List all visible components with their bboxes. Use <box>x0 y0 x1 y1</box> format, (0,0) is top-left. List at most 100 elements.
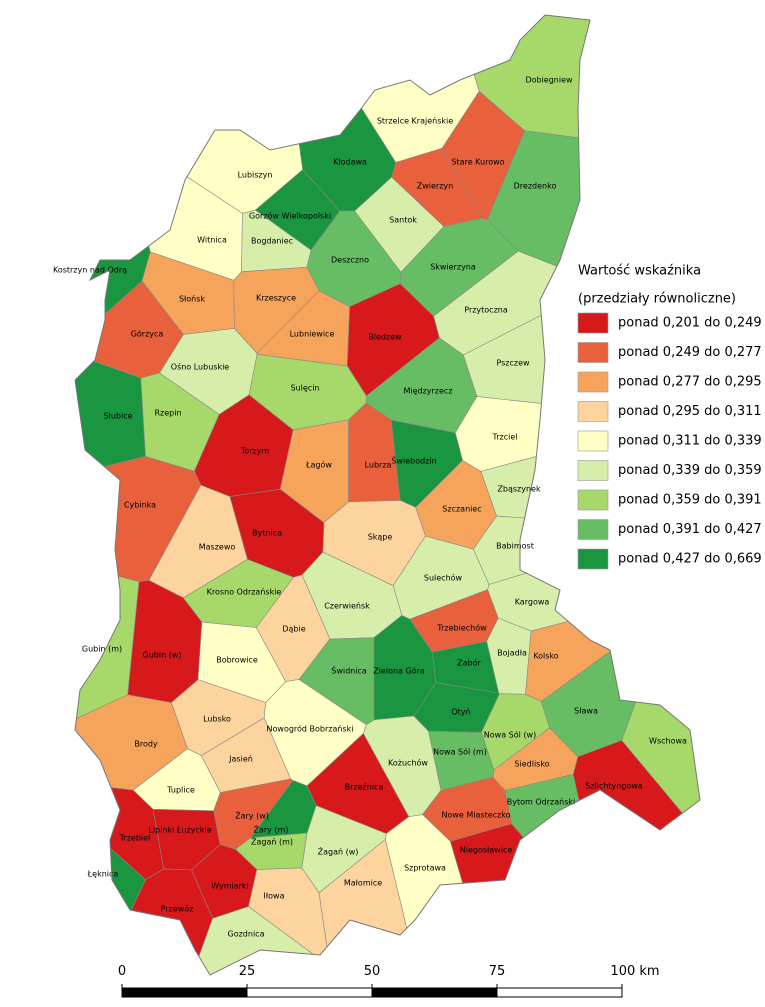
legend-swatch <box>577 312 609 334</box>
legend-swatch <box>577 460 609 481</box>
region-label: Przytoczna <box>464 306 508 315</box>
legend-subtitle: (przedziały równoliczne) <box>578 292 736 307</box>
region-label: Nowe Miasteczko <box>442 811 511 820</box>
legend-label: ponad 0,391 do 0,427 <box>618 522 762 537</box>
region-label: Trzebiechów <box>436 623 487 633</box>
region-label: Witnica <box>197 236 227 245</box>
region-label: Krosno Odrzańskie <box>207 588 282 597</box>
legend: ponad 0,201 do 0,249 ponad 0,249 do 0,277… <box>577 312 762 570</box>
region-label: Bytom Odrzański <box>507 798 575 807</box>
region-label: Lipinki Łużyckie <box>148 826 211 835</box>
region-label: Przewóz <box>161 904 194 914</box>
region-label: Lubniewice <box>290 330 335 339</box>
region <box>621 513 700 914</box>
region-label: Krzeszyce <box>256 294 296 303</box>
region-label: Zwierzyn <box>417 182 453 191</box>
legend-label: ponad 0,201 do 0,249 <box>618 316 762 331</box>
legend-title: Wartość wskaźnika <box>578 264 701 279</box>
legend-swatch <box>577 548 609 570</box>
legend-label: ponad 0,359 do 0,391 <box>618 493 762 508</box>
region-label: Szlichtyngowa <box>585 782 643 791</box>
legend-swatch <box>577 489 609 511</box>
legend-swatch <box>577 371 609 393</box>
region-label: Międzyrzecz <box>403 387 452 396</box>
region <box>75 694 188 791</box>
scale-segment <box>246 987 373 998</box>
region-label: Pszczew <box>496 359 530 368</box>
region-label: Łagów <box>305 460 332 470</box>
scale-segment <box>121 987 248 998</box>
region-label: Drezdenko <box>514 182 557 191</box>
region-label: Słońsk <box>179 295 205 304</box>
region-label: Świebodzin <box>391 455 436 466</box>
legend-label: ponad 0,427 do 0,669 <box>618 552 762 567</box>
region-label: Kostrzyn nad Odrą <box>53 266 127 275</box>
region-label: Siedlisko <box>514 760 549 769</box>
region-label: Nowogród Bobrzański <box>267 724 354 734</box>
region-label: Sulechów <box>424 573 463 583</box>
legend-swatch <box>577 430 609 452</box>
region-label: Zielona Góra <box>373 666 425 676</box>
region-label: Babimost <box>496 542 534 551</box>
region-label: Bojadła <box>497 649 527 658</box>
region-label: Małomice <box>344 879 382 888</box>
region-label: Santok <box>389 216 417 225</box>
region-label: Bytnica <box>252 529 282 538</box>
region <box>75 15 303 214</box>
region-label: Szczaniec <box>442 505 481 514</box>
scale-label: 0 <box>118 964 126 979</box>
region-label: Kolsko <box>533 652 558 661</box>
region-labels: Dobiegniew Strzelce Krajeńskie Kłodawa Star… <box>53 76 687 939</box>
region-label: Żary (m) <box>254 825 289 835</box>
region-label: Gorzów Wielkopolski <box>249 211 331 221</box>
region-label: Lubrza <box>365 461 392 470</box>
scale-label: 100 km <box>610 964 659 979</box>
region-label: Nowa Sól (w) <box>484 730 536 740</box>
region-label: Zabór <box>457 658 481 668</box>
region-label: Sulęcin <box>291 384 320 393</box>
region-label: Tuplice <box>166 786 195 795</box>
region-label: Niegosławice <box>460 846 513 855</box>
region-label: Strzelce Krajeńskie <box>377 117 453 126</box>
region-label: Jasień <box>228 755 253 764</box>
legend-swatch <box>577 342 609 363</box>
region-label: Wschowa <box>649 737 687 746</box>
legend-swatch <box>577 401 609 422</box>
region-label: Lubiszyn <box>238 171 273 180</box>
legend-swatch <box>577 519 609 540</box>
region-label: Żary (w) <box>235 811 269 821</box>
region-label: Czerwieńsk <box>324 602 370 611</box>
region-label: Bledzew <box>368 333 402 342</box>
scale-bar: 0 25 50 75 100 km <box>118 964 660 998</box>
region-label: Cybinka <box>124 501 156 510</box>
region-label: Nowa Sól (m) <box>433 747 487 757</box>
legend-label: ponad 0,339 do 0,359 <box>618 463 762 478</box>
region-label: Górzyca <box>131 329 164 339</box>
region-label: Trzciel <box>492 433 518 442</box>
region-label: Szprotawa <box>404 864 446 873</box>
scale-label: 25 <box>239 964 256 979</box>
region-label: Dąbie <box>282 625 305 634</box>
region-label: Żagań (w) <box>318 847 359 857</box>
region <box>84 868 213 975</box>
scale-label: 50 <box>364 964 381 979</box>
region-label: Skwierzyna <box>430 263 476 272</box>
region-label: Dobiegniew <box>525 76 573 85</box>
legend-label: ponad 0,311 do 0,339 <box>618 434 762 449</box>
region-label: Lubsko <box>203 715 231 724</box>
scale-segment <box>496 987 623 998</box>
scale-label: 75 <box>489 964 506 979</box>
region-label: Maszewo <box>199 543 236 552</box>
region-label: Wymiarki <box>211 882 249 891</box>
region-label: Kożuchów <box>388 758 428 768</box>
region-label: Deszczno <box>331 256 369 265</box>
region-label: Torzym <box>240 447 270 456</box>
region-label: Sława <box>574 707 598 716</box>
region-label: Gozdnica <box>228 930 265 939</box>
region-label: Świdnica <box>331 665 367 676</box>
region-label: Bobrowice <box>216 656 258 665</box>
region-label: Trzebiel <box>119 834 151 843</box>
region-label: Kargowa <box>515 598 550 607</box>
region-label: Rzepin <box>154 409 181 418</box>
region-label: Zbąszynek <box>497 485 541 494</box>
